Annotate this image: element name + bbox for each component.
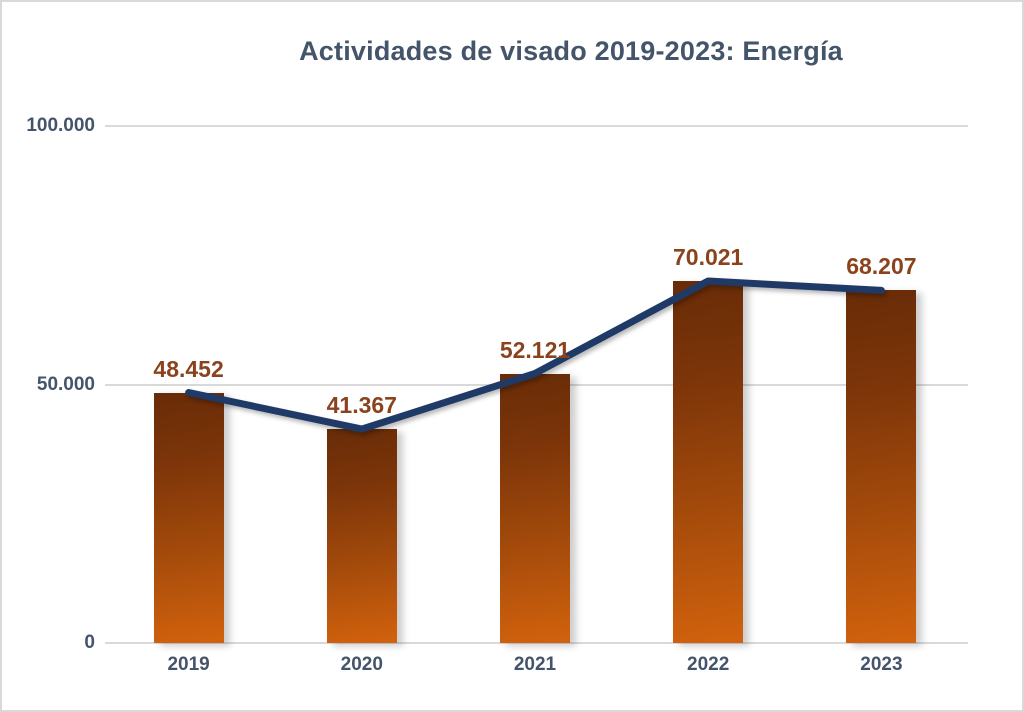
data-label-2022: 70.021 [673,243,744,270]
y-axis-tick-label: 50.000 [36,373,95,395]
x-axis-label-2021: 2021 [513,654,557,675]
bar-2021 [500,373,570,643]
data-label-2023: 68.207 [846,253,917,280]
x-axis-label-2020: 2020 [340,654,383,675]
x-axis-label-2019: 2019 [167,654,210,675]
data-label-2020: 41.367 [326,392,397,419]
bar-2022 [673,280,744,643]
gridline-0 [105,642,968,644]
x-axis-label-2022: 2022 [687,654,730,675]
y-axis-tick-label: 100.000 [26,115,95,136]
x-axis-label-2023: 2023 [860,654,903,675]
chart-title: Actividades de visado 2019-2023: Energía [299,36,843,66]
bar-2020 [326,429,397,643]
bar-2019 [153,392,224,643]
bar-2023 [846,290,917,643]
gridline-100.000 [105,125,968,127]
y-axis-tick-label: 0 [84,632,95,653]
data-label-2019: 48.452 [153,355,224,382]
data-label-2021: 52.121 [499,336,571,363]
